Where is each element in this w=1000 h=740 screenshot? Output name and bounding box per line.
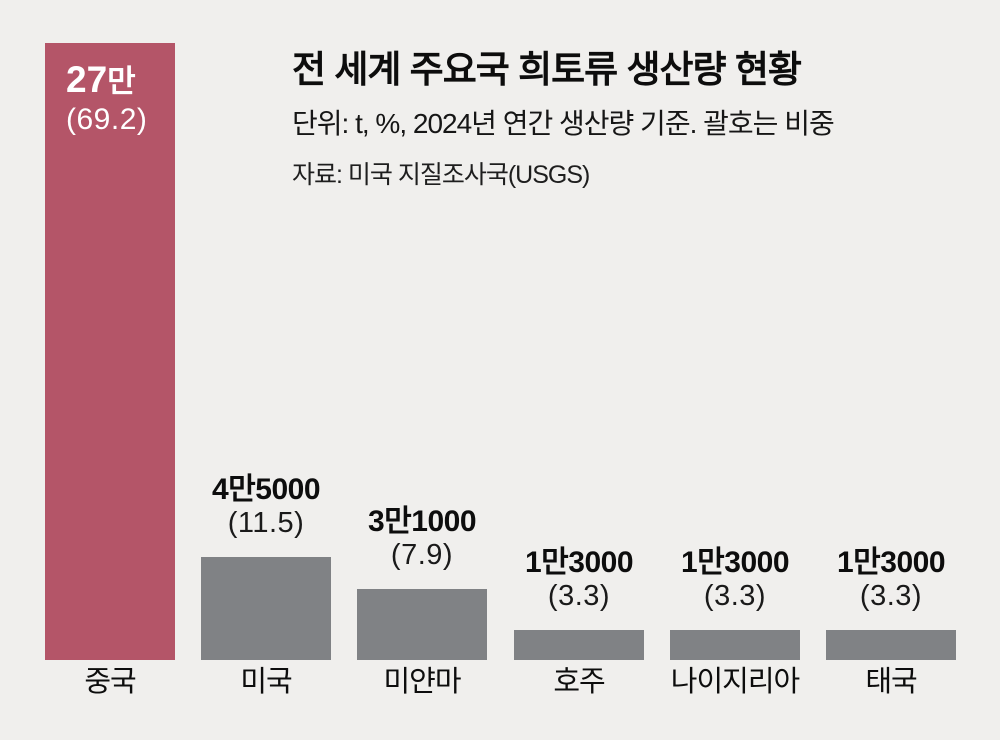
category-label-2: 미얀마 (383, 666, 461, 698)
category-label-5: 태국 (865, 666, 917, 698)
category-label-3: 호주 (553, 666, 605, 698)
category-label-1: 미국 (240, 666, 292, 698)
bar-5 (826, 630, 956, 660)
value-label-0: 27만 (69.2) (45, 43, 175, 138)
bar-chart: 27만 (69.2) 중국 4만5000 (11.5) 미국 3만1000 (7.9) 미얀마 1… (45, 43, 956, 700)
value-number: 27 (66, 59, 108, 100)
value-label-5: 1만3000 (3.3) (836, 545, 946, 612)
share-label-5: (3.3) (859, 580, 923, 612)
bar-2 (357, 589, 487, 660)
category-label-0: 중국 (84, 666, 136, 698)
share-label-4: (3.3) (703, 580, 767, 612)
value-label-3: 1만3000 (3.3) (524, 545, 634, 612)
bar-4 (670, 630, 800, 660)
value-label-2: 3만1000 (7.9) (367, 504, 477, 571)
bar-3 (514, 630, 644, 660)
bar-column-2: 3만1000 (7.9) 미얀마 (357, 43, 487, 700)
share-label-3: (3.3) (547, 580, 611, 612)
value-number: 3만1000 (367, 505, 477, 538)
chart-title: 전 세계 주요국 희토류 생산량 현황 (292, 49, 802, 90)
value-number: 1만3000 (836, 546, 946, 579)
value-label-4: 1만3000 (3.3) (680, 545, 790, 612)
chart-header: 전 세계 주요국 희토류 생산량 현황 단위: t, %, 2024년 연간 생… (292, 48, 835, 189)
bar-column-3: 1만3000 (3.3) 호주 (514, 43, 644, 700)
value-number: 1만3000 (680, 546, 790, 579)
chart-subtitle: 단위: t, %, 2024년 연간 생산량 기준. 괄호는 비중 (292, 108, 835, 139)
category-label-4: 나이지리아 (670, 666, 800, 698)
value-number: 4만5000 (211, 473, 321, 506)
value-number: 1만3000 (524, 546, 634, 579)
value-label-1: 4만5000 (11.5) (211, 472, 321, 539)
value-unit-suffix: 만 (107, 64, 136, 99)
bar-column-0: 27만 (69.2) 중국 (45, 43, 175, 700)
bar-0: 27만 (69.2) (45, 43, 175, 660)
share-label-1: (11.5) (227, 507, 305, 539)
share-label-2: (7.9) (390, 539, 454, 571)
share-label-0: (69.2) (66, 103, 148, 136)
chart-source: 자료: 미국 지질조사국(USGS) (292, 161, 590, 189)
bar-column-5: 1만3000 (3.3) 태국 (826, 43, 956, 700)
bar-column-1: 4만5000 (11.5) 미국 (201, 43, 331, 700)
bar-1 (201, 557, 331, 660)
bar-column-4: 1만3000 (3.3) 나이지리아 (670, 43, 800, 700)
